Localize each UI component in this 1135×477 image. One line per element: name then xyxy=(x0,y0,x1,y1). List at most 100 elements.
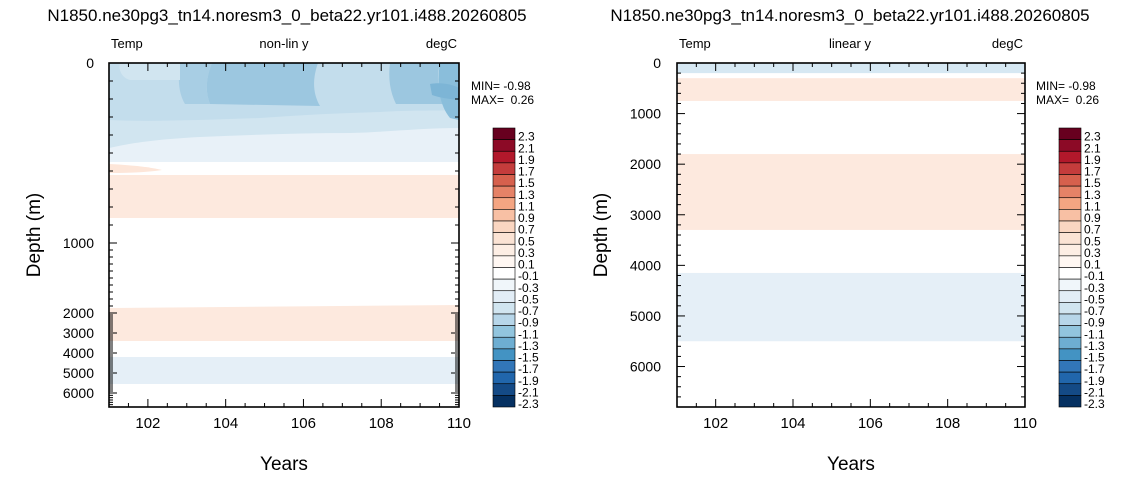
colorbar-label: -2.1 xyxy=(518,385,539,399)
colorbar-label: 0.5 xyxy=(518,234,535,248)
colorbar-swatch xyxy=(492,139,516,152)
colorbar-label: 0.7 xyxy=(518,223,535,237)
colorbar-label: -0.1 xyxy=(1084,269,1105,283)
y-tick-label: 2000 xyxy=(630,156,661,172)
colorbar-label: -0.3 xyxy=(518,281,539,295)
colorbar-label: -0.9 xyxy=(1084,316,1105,330)
panel-right-variable-label: Temp xyxy=(679,36,711,51)
colorbar-label: 1.9 xyxy=(518,153,535,167)
colorbar-label: -1.9 xyxy=(518,374,539,388)
colorbar-swatch xyxy=(492,174,516,187)
colorbar-swatch xyxy=(492,325,516,338)
colorbar-swatch xyxy=(1058,302,1082,315)
colorbar-label: -1.7 xyxy=(518,362,539,376)
anomaly-band xyxy=(677,272,1025,342)
colorbar-label: -0.5 xyxy=(518,292,539,306)
panel-left-field xyxy=(109,63,459,407)
panel-right-colorbar: 2.32.11.91.71.51.31.10.90.70.50.30.1-0.1… xyxy=(1058,127,1105,411)
colorbar-swatch xyxy=(492,302,516,315)
colorbar-label: -0.5 xyxy=(1084,292,1105,306)
panel-left: N1850.ne30pg3_tn14.noresm3_0_beta22.yr10… xyxy=(24,6,539,475)
y-tick-label: 4000 xyxy=(63,345,94,361)
colorbar-label: -2.3 xyxy=(1084,397,1105,411)
colorbar-swatch xyxy=(1058,336,1082,350)
colorbar-label: 1.5 xyxy=(518,176,535,190)
colorbar-label: 0.9 xyxy=(518,211,535,225)
x-tick-label: 106 xyxy=(291,415,316,432)
colorbar-label: -1.9 xyxy=(1084,374,1105,388)
panel-left-y-axis-title: Depth (m) xyxy=(24,193,45,277)
colorbar-swatch xyxy=(492,209,516,222)
colorbar-swatch xyxy=(492,255,516,268)
colorbar-swatch xyxy=(492,150,516,164)
x-tick-label: 108 xyxy=(369,415,394,432)
panel-left-unit-label: degC xyxy=(426,36,457,51)
colorbar-swatch xyxy=(1058,185,1082,199)
colorbar-label: 1.9 xyxy=(1084,153,1101,167)
colorbar-swatch xyxy=(492,395,516,408)
colorbar-swatch xyxy=(1058,348,1082,361)
colorbar-label: -0.3 xyxy=(1084,281,1105,295)
colorbar-swatch xyxy=(1058,127,1082,140)
colorbar-label: -1.7 xyxy=(1084,362,1105,376)
colorbar-label: -1.5 xyxy=(518,351,539,365)
colorbar-swatch xyxy=(1058,278,1082,292)
anomaly-band xyxy=(677,78,1025,101)
colorbar-swatch xyxy=(1058,313,1082,326)
colorbar-swatch xyxy=(492,127,516,140)
colorbar-label: -1.5 xyxy=(1084,351,1105,365)
colorbar-label: -0.7 xyxy=(1084,304,1105,318)
y-tick-label: 5000 xyxy=(63,365,94,381)
colorbar-swatch xyxy=(492,278,516,292)
panel-left-title: N1850.ne30pg3_tn14.noresm3_0_beta22.yr10… xyxy=(47,6,526,25)
panel-left-x-axis: 102 104 106 108 110 xyxy=(108,63,471,432)
colorbar-label: 2.1 xyxy=(1084,141,1101,155)
panel-left-colorbar: 2.32.11.91.71.51.31.10.90.70.50.30.1-0.1… xyxy=(492,127,539,411)
colorbar-swatch xyxy=(492,371,516,385)
colorbar-swatch xyxy=(492,336,516,350)
colorbar-label: 1.1 xyxy=(1084,199,1101,213)
colorbar-swatch xyxy=(492,232,516,245)
y-tick-label: 1000 xyxy=(630,106,661,122)
colorbar-label: 0.9 xyxy=(1084,211,1101,225)
colorbar-label: 0.1 xyxy=(518,258,535,272)
colorbar-swatch xyxy=(492,290,516,303)
colorbar-swatch xyxy=(1058,371,1082,385)
y-tick-label: 5000 xyxy=(630,308,661,324)
y-tick-label: 4000 xyxy=(630,257,661,273)
panel-left-max-stat: MAX= 0.26 xyxy=(471,93,534,107)
y-tick-label: 0 xyxy=(86,55,94,71)
colorbar-swatch xyxy=(492,348,516,361)
panel-left-y-axis: 0 1000 2000 3000 4000 5000 6000 xyxy=(63,55,459,406)
x-tick-label: 108 xyxy=(935,415,960,432)
panel-right-unit-label: degC xyxy=(992,36,1023,51)
colorbar-swatch xyxy=(1058,162,1082,175)
y-tick-label: 6000 xyxy=(63,385,94,401)
colorbar-label: 1.7 xyxy=(518,165,535,179)
colorbar-swatch xyxy=(1058,290,1082,303)
colorbar-swatch xyxy=(1058,220,1082,233)
colorbar-swatch xyxy=(1058,395,1082,408)
colorbar-label: 1.5 xyxy=(1084,176,1101,190)
y-tick-label: 0 xyxy=(653,55,661,71)
colorbar-swatch xyxy=(1058,267,1082,280)
panel-left-axis-type-label: non-lin y xyxy=(259,36,309,51)
y-tick-label: 1000 xyxy=(63,235,94,251)
colorbar-swatch xyxy=(492,360,516,373)
panel-left-variable-label: Temp xyxy=(111,36,143,51)
colorbar-swatch xyxy=(1058,383,1082,396)
x-tick-label: 110 xyxy=(1013,415,1037,432)
x-tick-label: 102 xyxy=(135,415,160,432)
y-tick-label: 3000 xyxy=(63,325,94,341)
y-tick-label: 3000 xyxy=(630,207,661,223)
colorbar-swatch xyxy=(1058,150,1082,164)
colorbar-label: 1.1 xyxy=(518,199,535,213)
colorbar-label: -1.1 xyxy=(1084,327,1105,341)
colorbar-swatch xyxy=(492,313,516,326)
colorbar-swatch xyxy=(492,220,516,233)
colorbar-swatch xyxy=(1058,232,1082,245)
colorbar-label: -2.3 xyxy=(518,397,539,411)
colorbar-swatch xyxy=(1058,360,1082,373)
colorbar-swatch xyxy=(492,243,516,257)
colorbar-swatch xyxy=(1058,139,1082,152)
